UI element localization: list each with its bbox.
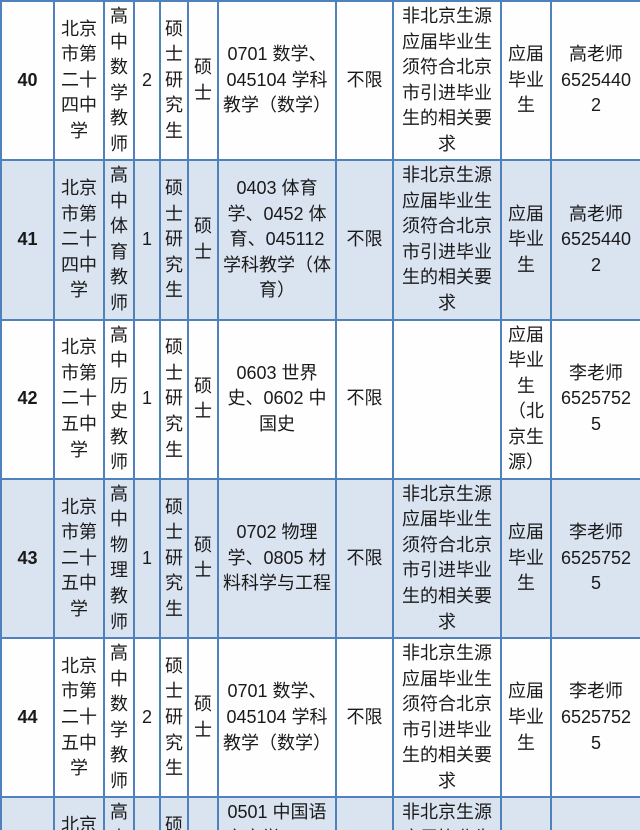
cell-headcount: 1: [133, 159, 161, 321]
cell-contact: 李老师 65257525: [550, 318, 640, 480]
cell-degree: 硕士: [187, 796, 219, 830]
cell-headcount: 1: [133, 318, 161, 480]
cell-position: 高中数学教师: [103, 637, 135, 799]
cell-contact: 李老师 65257525: [550, 477, 640, 640]
cell-row-number: 41: [0, 159, 55, 321]
contact-name: 李老师: [569, 522, 623, 543]
cell-position: 高中数学教师: [103, 0, 135, 162]
table-row: 44 北京市第二十五中学 高中数学教师 2 硕士研究生 硕士 0701 数学、0…: [0, 637, 640, 799]
cell-row-number: 40: [0, 0, 55, 162]
cell-position: 高中历史教师: [103, 318, 135, 480]
cell-requirement: 非北京生源应届毕业生须符合北京市引进毕业生的相关要求: [392, 637, 502, 799]
cell-headcount: 2: [133, 637, 161, 799]
contact-phone: 65254402: [560, 69, 632, 116]
cell-contact: 李老师 65257525: [550, 637, 640, 799]
cell-major-codes: 0702 物理学、0805 材料科学与工程: [217, 477, 337, 640]
contact-name: 李老师: [569, 362, 623, 383]
cell-row-number: 45: [0, 796, 55, 830]
cell-requirement: 非北京生源应届毕业生须符合北京市引进毕业生的相关要求: [392, 796, 502, 830]
cell-major-codes: 0403 体育学、0452 体育、045112 学科教学（体育）: [217, 159, 337, 321]
cell-education-level: 硕士研究生: [159, 318, 189, 480]
cell-row-number: 44: [0, 637, 55, 799]
table-row: 45 北京市第二十五中学 高中语文教师 1 硕士研究生 硕士 0501 中国语言…: [0, 796, 640, 830]
cell-requirement: 非北京生源应届毕业生须符合北京市引进毕业生的相关要求: [392, 0, 502, 162]
cell-graduate-type: 应届毕业生: [500, 477, 552, 640]
contact-phone: 65257525: [560, 388, 632, 434]
cell-position: 高中物理教师: [103, 477, 135, 640]
cell-graduate-type: 应届毕业生: [500, 159, 552, 321]
contact-phone: 65257525: [560, 547, 632, 594]
cell-limit: 不限: [335, 796, 394, 830]
contact-phone: 65257525: [560, 706, 632, 753]
cell-contact: 李老师 65257525: [550, 796, 640, 830]
cell-school-name: 北京市第二十五中学: [53, 796, 105, 830]
cell-contact: 高老师 65254402: [550, 0, 640, 162]
cell-limit: 不限: [335, 637, 394, 799]
cell-education-level: 硕士研究生: [159, 159, 189, 321]
cell-degree: 硕士: [187, 477, 219, 640]
cell-school-name: 北京市第二十四中学: [53, 0, 105, 162]
cell-position: 高中体育教师: [103, 159, 135, 321]
table-row: 42 北京市第二十五中学 高中历史教师 1 硕士研究生 硕士 0603 世界史、…: [0, 318, 640, 480]
cell-row-number: 42: [0, 318, 55, 480]
cell-degree: 硕士: [187, 159, 219, 321]
cell-major-codes: 0701 数学、045104 学科教学（数学）: [217, 637, 337, 799]
table-row: 41 北京市第二十四中学 高中体育教师 1 硕士研究生 硕士 0403 体育学、…: [0, 159, 640, 321]
table-row: 40 北京市第二十四中学 高中数学教师 2 硕士研究生 硕士 0701 数学、0…: [0, 0, 640, 162]
contact-name: 高老师: [569, 203, 623, 224]
cell-education-level: 硕士研究生: [159, 477, 189, 640]
cell-requirement: 非北京生源应届毕业生须符合北京市引进毕业生的相关要求: [392, 159, 502, 321]
cell-limit: 不限: [335, 159, 394, 321]
cell-graduate-type: 应届毕业生: [500, 0, 552, 162]
cell-graduate-type: 应届毕业生: [500, 796, 552, 830]
cell-major-codes: 0701 数学、045104 学科教学（数学）: [217, 0, 337, 162]
cell-graduate-type: 应届毕业生（北京生源）: [500, 318, 552, 480]
cell-requirement: [392, 318, 502, 480]
cell-degree: 硕士: [187, 0, 219, 162]
cell-limit: 不限: [335, 477, 394, 640]
cell-requirement: 非北京生源应届毕业生须符合北京市引进毕业生的相关要求: [392, 477, 502, 640]
cell-school-name: 北京市第二十四中学: [53, 159, 105, 321]
cell-headcount: 1: [133, 796, 161, 830]
cell-education-level: 硕士研究生: [159, 796, 189, 830]
cell-education-level: 硕士研究生: [159, 637, 189, 799]
cell-limit: 不限: [335, 318, 394, 480]
cell-education-level: 硕士研究生: [159, 0, 189, 162]
cell-degree: 硕士: [187, 318, 219, 480]
cell-degree: 硕士: [187, 637, 219, 799]
cell-major-codes: 0603 世界史、0602 中国史: [217, 318, 337, 480]
cell-position: 高中语文教师: [103, 796, 135, 830]
cell-row-number: 43: [0, 477, 55, 640]
cell-graduate-type: 应届毕业生: [500, 637, 552, 799]
contact-name: 高老师: [569, 44, 623, 65]
cell-school-name: 北京市第二十五中学: [53, 637, 105, 799]
cell-school-name: 北京市第二十五中学: [53, 318, 105, 480]
cell-headcount: 2: [133, 0, 161, 162]
cell-limit: 不限: [335, 0, 394, 162]
cell-contact: 高老师 65254402: [550, 159, 640, 321]
cell-headcount: 1: [133, 477, 161, 640]
cell-major-codes: 0501 中国语言文学、045103 学科教学（语文）、040102 课程与教学…: [217, 796, 337, 830]
contact-name: 李老师: [569, 681, 623, 702]
cell-school-name: 北京市第二十五中学: [53, 477, 105, 640]
table-row: 43 北京市第二十五中学 高中物理教师 1 硕士研究生 硕士 0702 物理学、…: [0, 477, 640, 640]
contact-phone: 65254402: [560, 229, 632, 275]
